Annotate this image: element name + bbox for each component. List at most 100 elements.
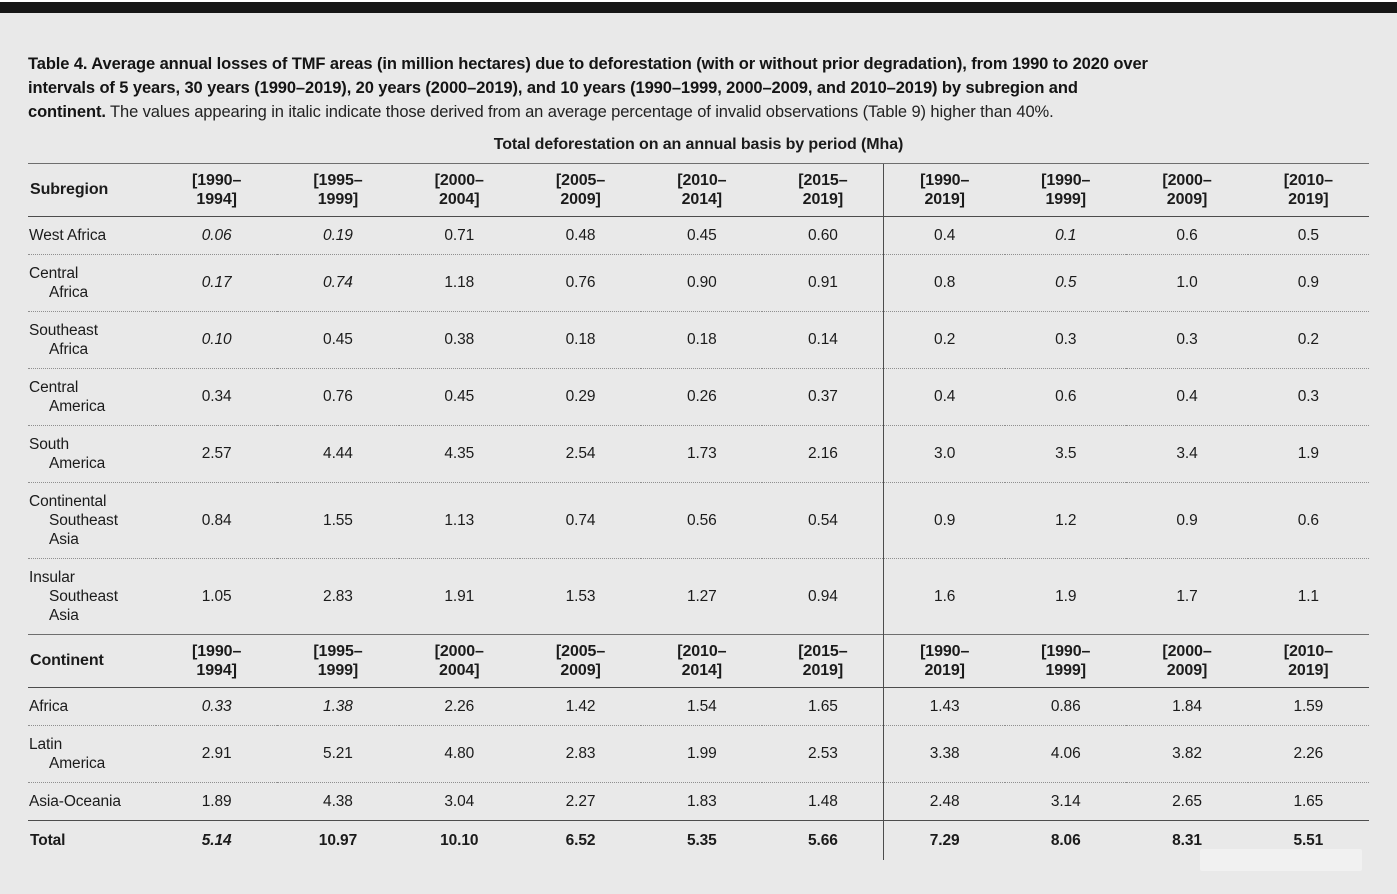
row-label: Africa [29, 697, 69, 715]
value-cell: 1.42 [565, 697, 596, 715]
value-cell: 0.14 [807, 331, 838, 348]
section-header-row: Subregion [1990– 1994] [1995– 1999] [2000– 200… [28, 162, 1369, 217]
value-cell: 0.4 [883, 368, 1006, 425]
value-cell: 2.54 [565, 445, 596, 462]
table-row: Latin America 2.91 5.21 4.80 2.83 1.99 2.53 3.38… [28, 725, 1369, 782]
value-cell: 5.21 [323, 745, 353, 762]
period-header: [1990– 2019] [883, 162, 1006, 217]
value-cell: 2.27 [565, 792, 596, 810]
row-label: South America [29, 435, 106, 472]
section-header-row: Continent [1990– 1994] [1995– 1999] [2000– 200… [28, 633, 1369, 688]
page-top-strip [0, 0, 1397, 2]
table-row: Africa 0.33 1.38 2.26 1.42 1.54 1.65 1.43 0.86 1.… [28, 687, 1369, 725]
highlight-patch [1200, 849, 1362, 871]
value-cell: 0.17 [201, 274, 232, 291]
period-header: [1990– 1994] [156, 633, 278, 688]
value-cell: 2.83 [565, 745, 596, 762]
caption-bold: Table 4. Average annual losses of TMF ar… [28, 54, 1148, 121]
value-cell: 0.45 [323, 331, 353, 348]
value-cell: 1.84 [1172, 697, 1202, 715]
value-cell: 0.3 [1297, 388, 1319, 405]
section-header-label: Continent [28, 633, 156, 688]
value-cell: 1.43 [883, 687, 1006, 725]
value-cell: 1.2 [1055, 511, 1077, 529]
value-cell: 0.33 [201, 697, 232, 715]
value-cell: 5.14 [201, 831, 232, 849]
period-header: [2010– 2019] [1247, 633, 1369, 688]
value-cell: 0.5 [1055, 274, 1077, 291]
value-cell: 1.99 [686, 745, 717, 762]
table-row: Continental Southeast Asia 0.84 1.55 1.13 0.74… [28, 482, 1369, 558]
value-cell: 0.4 [883, 216, 1006, 254]
value-cell: 0.34 [201, 388, 232, 405]
row-label: Asia-Oceania [29, 792, 121, 810]
value-cell: 1.65 [807, 697, 838, 715]
value-cell: 4.06 [1050, 745, 1081, 762]
caption-note: The values appearing in italic indicate … [110, 102, 1054, 121]
table-row: Asia-Oceania 1.89 4.38 3.04 2.27 1.83 1.48 2.48… [28, 782, 1369, 820]
value-cell: 2.26 [1293, 745, 1324, 762]
value-cell: 1.54 [686, 697, 717, 715]
value-cell: 0.60 [807, 226, 838, 244]
value-cell: 2.83 [323, 587, 353, 605]
value-cell: 4.80 [444, 745, 475, 762]
value-cell: 5.35 [686, 831, 717, 849]
period-header: [2005– 2009] [519, 162, 642, 217]
value-cell: 0.38 [444, 331, 475, 348]
value-cell: 3.04 [444, 792, 475, 810]
value-cell: 0.10 [201, 331, 232, 348]
value-cell: 0.18 [565, 331, 596, 348]
value-cell: 0.2 [1297, 331, 1319, 348]
value-cell: 2.53 [807, 745, 838, 762]
value-cell: 1.7 [1176, 587, 1198, 605]
value-cell: 8.06 [1050, 831, 1081, 849]
value-cell: 3.14 [1050, 792, 1081, 810]
value-cell: 1.0 [1176, 274, 1198, 291]
value-cell: 0.76 [565, 274, 596, 291]
table-row: Insular Southeast Asia 1.05 2.83 1.91 1.53 1.27… [28, 558, 1369, 634]
value-cell: 2.65 [1172, 792, 1202, 810]
value-cell: 0.1 [1055, 226, 1077, 244]
value-cell: 1.6 [883, 558, 1006, 634]
period-header: [2010– 2019] [1247, 162, 1369, 217]
value-cell: 2.91 [201, 745, 232, 762]
value-cell: 1.05 [201, 587, 232, 605]
table-row: West Africa 0.06 0.19 0.71 0.48 0.45 0.60 0.4 0.… [28, 216, 1369, 254]
value-cell: 0.91 [807, 274, 838, 291]
value-cell: 0.2 [883, 311, 1006, 368]
table-panel: Table 4. Average annual losses of TMF ar… [0, 13, 1397, 894]
value-cell: 1.13 [444, 511, 475, 529]
section-header-label: Subregion [28, 162, 156, 217]
value-cell: 0.56 [686, 511, 717, 529]
value-cell: 0.19 [323, 226, 353, 244]
value-cell: 0.90 [686, 274, 717, 291]
value-cell: 1.53 [565, 587, 596, 605]
value-cell: 0.94 [807, 587, 838, 605]
table-row: South America 2.57 4.44 4.35 2.54 1.73 2.16 3.0 3… [28, 425, 1369, 482]
period-header: [1990– 2019] [883, 633, 1006, 688]
value-cell: 0.37 [807, 388, 838, 405]
period-header: [2000– 2004] [398, 633, 520, 688]
value-cell: 1.27 [686, 587, 717, 605]
value-cell: 1.73 [686, 445, 717, 462]
value-cell: 10.97 [318, 831, 358, 849]
table-row: Total 5.14 10.97 10.10 6.52 5.35 5.66 7.29 8.06 8… [28, 820, 1369, 860]
value-cell: 2.57 [201, 445, 232, 462]
top-bar [0, 2, 1397, 13]
value-cell: 2.16 [807, 445, 838, 462]
period-header: [2015– 2019] [762, 633, 884, 688]
row-label: West Africa [29, 226, 106, 244]
value-cell: 0.74 [565, 511, 596, 529]
row-label: Southeast Africa [29, 321, 98, 358]
value-cell: 1.1 [1297, 587, 1319, 605]
table-row: Southeast Africa 0.10 0.45 0.38 0.18 0.18 0.14 0… [28, 311, 1369, 368]
period-header: [2010– 2014] [641, 633, 763, 688]
value-cell: 5.51 [1293, 831, 1324, 849]
value-cell: 0.84 [201, 511, 232, 529]
value-cell: 0.9 [1176, 511, 1198, 529]
period-header: [2000– 2009] [1126, 633, 1248, 688]
value-cell: 1.48 [807, 792, 838, 810]
value-cell: 1.65 [1293, 792, 1324, 810]
deforestation-table: Total deforestation on an annual basis b… [28, 133, 1369, 860]
row-label: Continental Southeast Asia [29, 492, 118, 548]
